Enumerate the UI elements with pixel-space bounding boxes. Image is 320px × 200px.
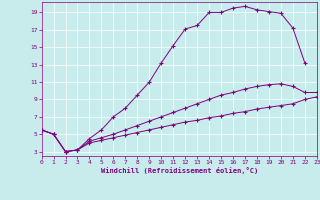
X-axis label: Windchill (Refroidissement éolien,°C): Windchill (Refroidissement éolien,°C) — [100, 167, 258, 174]
